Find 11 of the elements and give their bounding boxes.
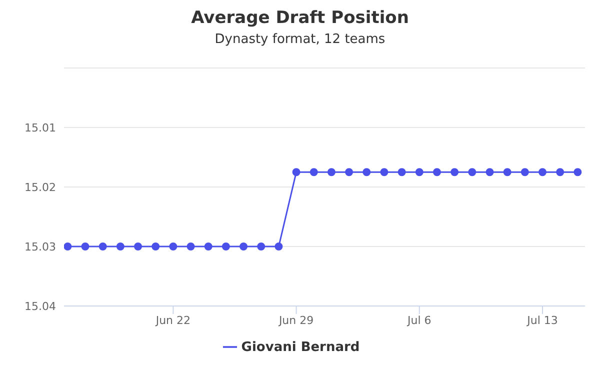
y-tick-label: 15.04 (24, 300, 56, 313)
y-tick-label: 15.01 (24, 121, 56, 134)
x-tick-label: Jun 29 (278, 314, 314, 327)
x-tick-label: Jul 6 (406, 314, 432, 327)
chart-subtitle: Dynasty format, 12 teams (214, 32, 386, 47)
y-tick-label: 15.02 (24, 180, 56, 194)
x-tick-label: Jun 22 (154, 314, 191, 327)
legend-label: Giovani Bernard (241, 340, 360, 355)
x-tick-label: Jul 13 (526, 314, 558, 327)
y-tick-label: 15.03 (24, 240, 56, 254)
chart-title: Average Draft Position (190, 8, 410, 28)
